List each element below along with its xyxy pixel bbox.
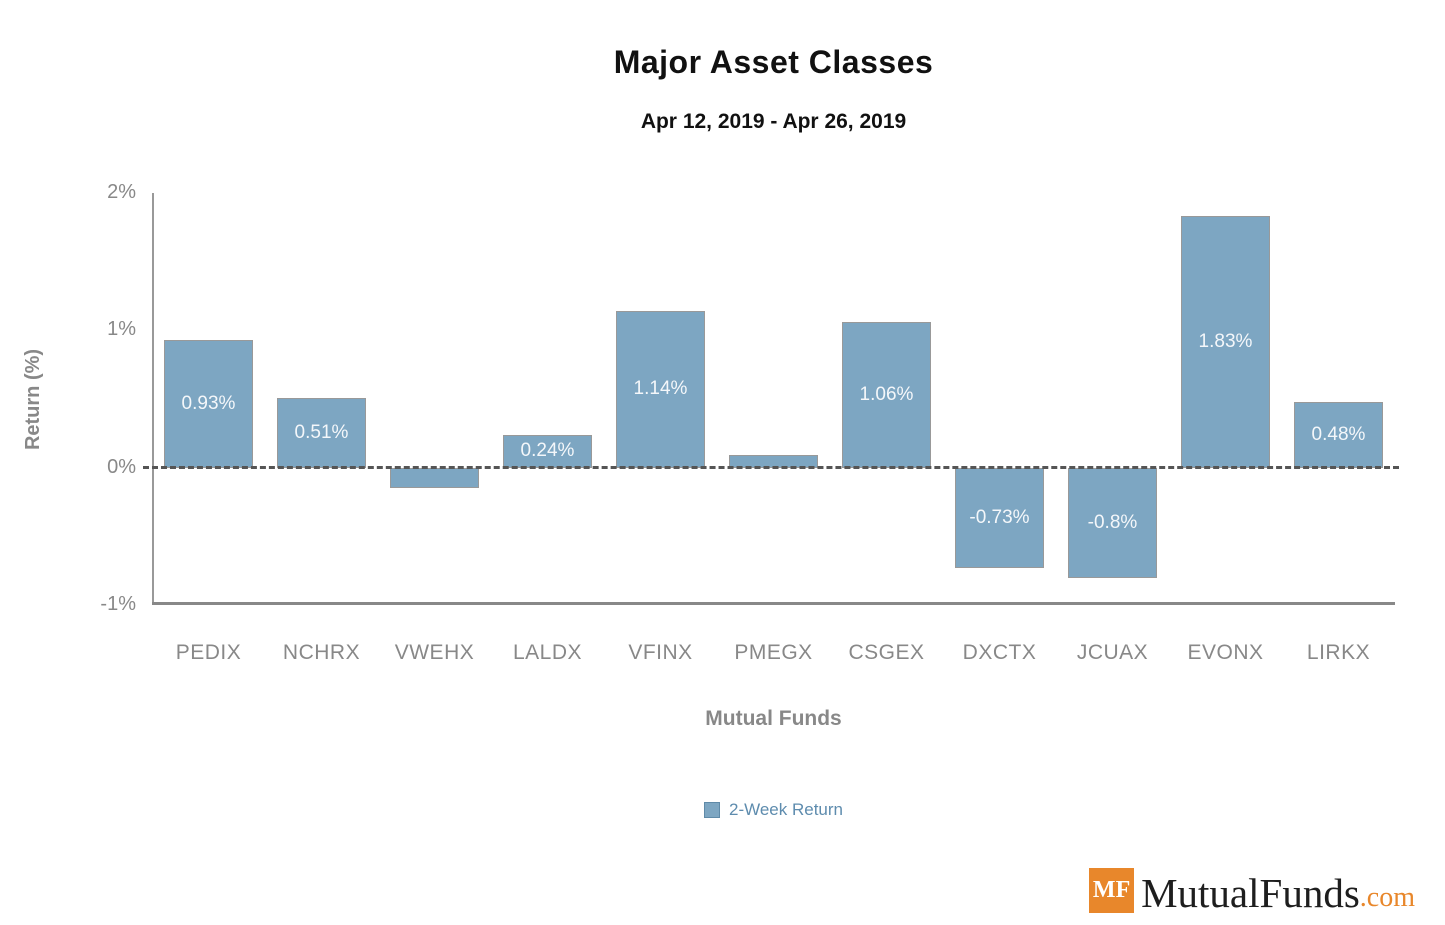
x-tick-laldx: LALDX bbox=[512, 641, 583, 664]
legend-label[interactable]: 2-Week Return bbox=[728, 800, 843, 819]
bar-dxctx[interactable]: -0.73% bbox=[955, 467, 1044, 568]
bar-value-label: -0.8% bbox=[1087, 511, 1138, 533]
bar-vfinx[interactable]: 1.14% bbox=[616, 311, 705, 468]
y-tick-1%: 1% bbox=[107, 318, 136, 341]
y-tick-2%: 2% bbox=[107, 181, 136, 203]
bar-value-label: 1.83% bbox=[1198, 331, 1253, 352]
x-tick-pmegx: PMEGX bbox=[734, 641, 813, 664]
chart-subtitle: Apr 12, 2019 - Apr 26, 2019 bbox=[640, 110, 907, 133]
y-axis-title: Return (%) bbox=[22, 348, 45, 450]
x-tick-nchrx: NCHRX bbox=[282, 641, 361, 664]
bar-value-label: 1.06% bbox=[859, 383, 914, 405]
bar-value-label: 1.14% bbox=[633, 378, 688, 400]
x-tick-pedix: PEDIX bbox=[175, 641, 242, 664]
x-tick-dxctx: DXCTX bbox=[962, 641, 1037, 664]
zero-baseline bbox=[143, 466, 1399, 469]
x-axis-title: Mutual Funds bbox=[705, 707, 842, 730]
legend-item[interactable]: 2-Week Return bbox=[152, 800, 1395, 820]
bar-value-label: 0.93% bbox=[181, 392, 236, 414]
x-tick-lirkx: LIRKX bbox=[1306, 641, 1371, 664]
bar-value-label: 0.24% bbox=[520, 440, 575, 462]
logo-tld: .com bbox=[1359, 882, 1415, 913]
bar-value-label: 0.51% bbox=[294, 421, 349, 443]
plot-area: 0.93% 0.51% 0.24% 1.14% 1.06% -0.73% -0.8% 1.83… bbox=[143, 193, 1399, 605]
y-tick-0%: 0% bbox=[107, 455, 136, 478]
bar-nchrx[interactable]: 0.51% bbox=[277, 397, 366, 468]
x-tick-csgex: CSGEX bbox=[848, 641, 925, 664]
logo-name: MutualFunds bbox=[1141, 870, 1360, 917]
bar-value-label: 0.48% bbox=[1311, 423, 1366, 445]
y-tick--1%: -1% bbox=[100, 593, 136, 615]
mutualfunds-logo[interactable]: MF MutualFunds .com bbox=[1089, 868, 1415, 917]
x-axis-line bbox=[152, 602, 1395, 605]
bar-laldx[interactable]: 0.24% bbox=[503, 434, 592, 468]
bar-evonx[interactable]: 1.83% bbox=[1181, 216, 1270, 468]
bar-vwehx[interactable] bbox=[390, 467, 479, 489]
x-tick-jcuax: JCUAX bbox=[1076, 641, 1149, 664]
legend-swatch-icon[interactable] bbox=[703, 802, 720, 818]
x-tick-vwehx: VWEHX bbox=[394, 641, 475, 664]
x-tick-vfinx: VFINX bbox=[628, 641, 693, 664]
chart-title: Major Asset Classes bbox=[613, 44, 934, 80]
bar-lirkx[interactable]: 0.48% bbox=[1294, 401, 1383, 468]
x-tick-evonx: EVONX bbox=[1187, 641, 1264, 664]
bar-jcuax[interactable]: -0.8% bbox=[1068, 467, 1157, 578]
bar-csgex[interactable]: 1.06% bbox=[842, 322, 931, 468]
mf-logo-icon: MF bbox=[1089, 868, 1135, 913]
y-axis-line bbox=[152, 193, 154, 605]
bar-pedix[interactable]: 0.93% bbox=[164, 339, 253, 468]
y-axis-title-wrap: Return (%) bbox=[16, 193, 52, 605]
bar-value-label: -0.73% bbox=[969, 506, 1030, 528]
